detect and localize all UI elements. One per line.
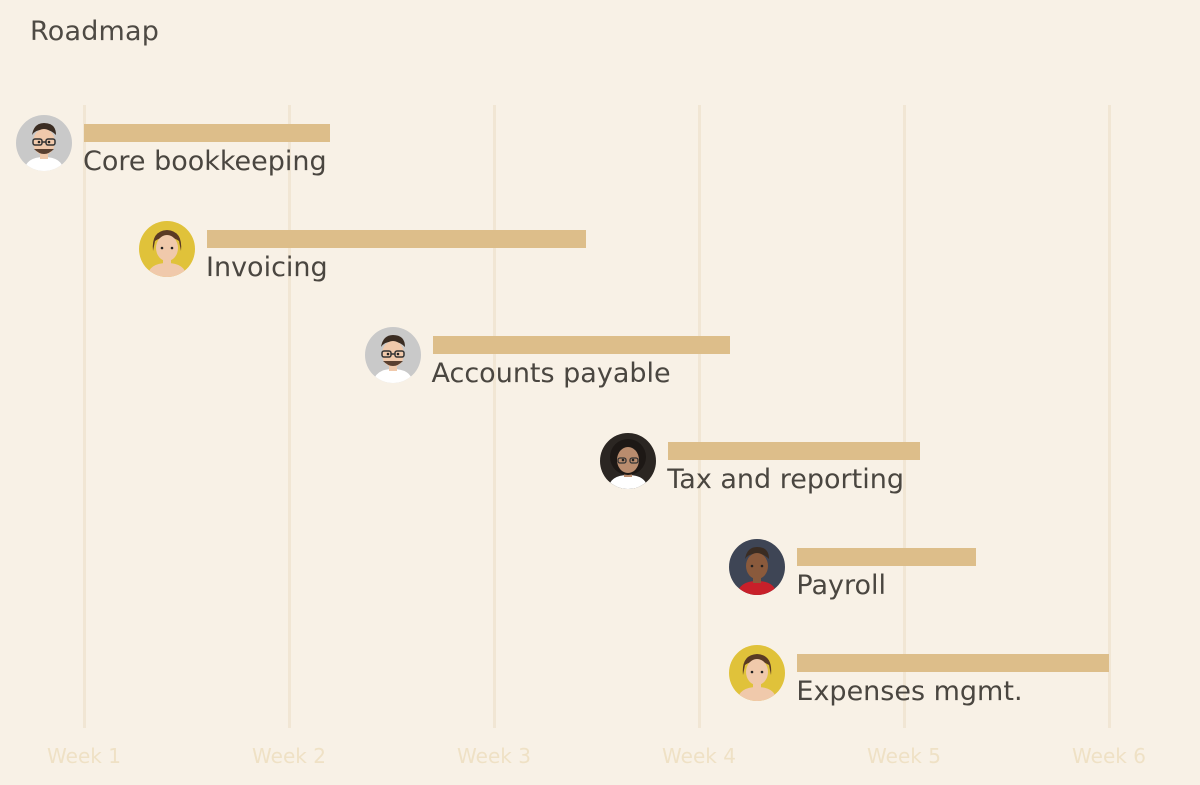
task-label: Tax and reporting [667,464,904,495]
task-label: Invoicing [206,252,328,283]
week-gridline [1108,105,1111,728]
man-red-jacket-avatar[interactable] [729,539,786,595]
task-bar[interactable] [432,336,730,354]
man-glasses-avatar[interactable] [16,115,72,171]
task-bar[interactable] [797,654,1109,672]
page-title: Roadmap [30,16,160,47]
task-label: Payroll [796,570,887,601]
week-label: Week 3 [457,744,531,768]
task-bar[interactable] [84,124,330,142]
week-label: Week 1 [47,744,121,768]
task-label: Expenses mgmt. [796,676,1023,707]
task-bar[interactable] [668,442,921,460]
week-gridline [288,105,291,728]
task-bar[interactable] [207,230,587,248]
man-glasses-avatar[interactable] [364,327,421,383]
week-gridline [903,105,906,728]
woman-yellow-avatar[interactable] [729,645,786,701]
week-label: Week 5 [867,744,941,768]
task-label: Core bookkeeping [83,146,327,177]
week-label: Week 6 [1072,744,1146,768]
task-bar[interactable] [797,548,976,566]
week-gridline [698,105,701,728]
woman-curly-avatar[interactable] [600,433,657,489]
week-gridline [493,105,496,728]
week-gridline [83,105,86,728]
week-label: Week 4 [662,744,736,768]
task-label: Accounts payable [431,358,671,389]
week-label: Week 2 [252,744,326,768]
woman-yellow-avatar[interactable] [139,221,195,277]
